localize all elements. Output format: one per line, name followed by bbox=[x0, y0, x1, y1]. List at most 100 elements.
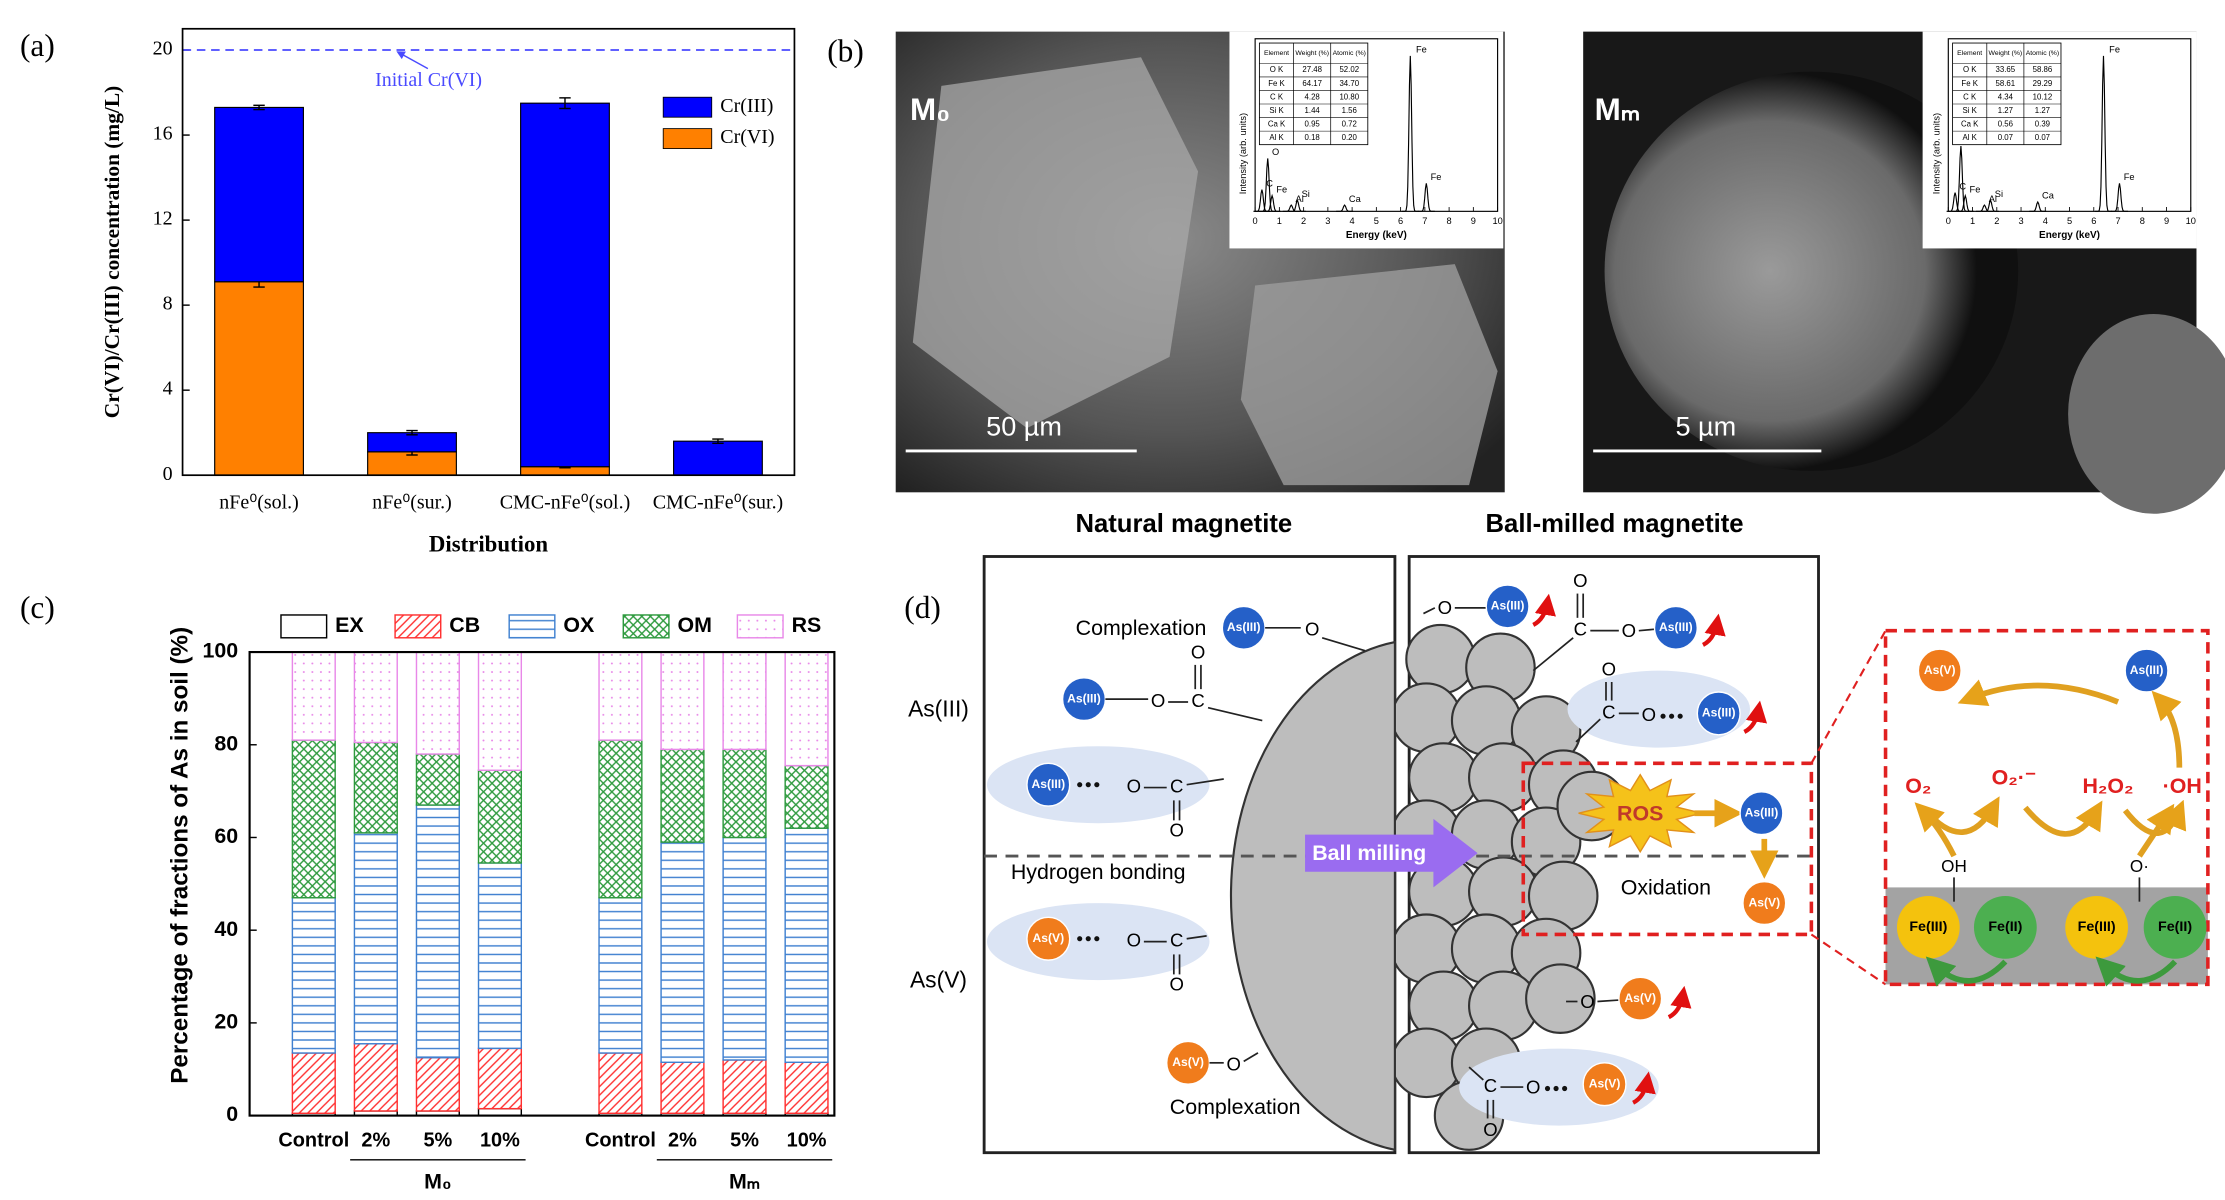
connector bbox=[1810, 933, 1887, 986]
species-text: H₂O₂ bbox=[2083, 774, 2134, 798]
species-bead bbox=[1739, 791, 1784, 836]
species-bead bbox=[1618, 976, 1663, 1021]
diagram-label: Hydrogen bonding bbox=[1011, 860, 1186, 884]
iron-label: Fe(III) bbox=[2078, 919, 2116, 935]
table-cell: 58.86 bbox=[2033, 65, 2053, 74]
legend-label: RS bbox=[792, 613, 822, 637]
bar-segment bbox=[353, 741, 398, 834]
x-tick-label: CMC-nFe⁰(sur.) bbox=[653, 491, 784, 513]
table-cell: 27.48 bbox=[1302, 65, 1322, 74]
species-label: As(III) bbox=[2130, 663, 2164, 677]
hbond-dot bbox=[1562, 1085, 1568, 1092]
bar-segment bbox=[214, 281, 304, 476]
surface-group: OH bbox=[1941, 857, 1967, 876]
diagram-label: Oxidation bbox=[1621, 875, 1711, 899]
x-tick-label: 10% bbox=[787, 1130, 827, 1152]
x-tick-label: 5% bbox=[730, 1130, 759, 1152]
diagram-title: Natural magnetite bbox=[1075, 510, 1292, 538]
x-tick-label: 4 bbox=[2043, 216, 2048, 226]
y-tick-label: 80 bbox=[214, 731, 238, 755]
bar-segment bbox=[520, 102, 610, 468]
x-axis-title: Energy (keV) bbox=[2039, 230, 2100, 241]
legend-label: OX bbox=[563, 613, 595, 637]
peak-label: Si bbox=[1995, 189, 2003, 199]
y-axis-title: Intensity (arb. units) bbox=[1238, 113, 1248, 194]
species-bead bbox=[1653, 605, 1698, 650]
x-tick-label: 10 bbox=[1492, 216, 1502, 226]
hbond-dot bbox=[1094, 936, 1100, 942]
diagram-label: ROS bbox=[1617, 801, 1663, 825]
atom: O bbox=[1642, 704, 1656, 725]
bar-segment bbox=[598, 1052, 643, 1114]
peak-label: O bbox=[1272, 147, 1279, 157]
table-frame bbox=[1952, 42, 2062, 146]
legend-label: OM bbox=[677, 613, 711, 637]
increase-arrow bbox=[1532, 593, 1556, 627]
bar-segment bbox=[477, 651, 523, 771]
peak-label: Si bbox=[1302, 189, 1310, 199]
legend-swatch bbox=[662, 128, 713, 150]
milled-grain bbox=[1390, 682, 1462, 753]
iron-label: Fe(II) bbox=[2158, 919, 2192, 935]
species-label: As(V) bbox=[1924, 663, 1956, 677]
bar-segment bbox=[784, 827, 829, 1064]
table-cell: 52.02 bbox=[1339, 65, 1359, 74]
diagram-title: Ball-milled magnetite bbox=[1486, 510, 1744, 538]
table-cell: 0.56 bbox=[1998, 119, 2014, 128]
peak-label: Fe bbox=[1970, 185, 1981, 195]
bar-segment bbox=[660, 1061, 705, 1114]
peak-label: Fe bbox=[1416, 45, 1427, 55]
table-header: Atomic (%) bbox=[1333, 50, 1366, 57]
atom: C bbox=[1574, 619, 1587, 640]
y-tick-label: 4 bbox=[163, 378, 173, 400]
bond bbox=[1321, 636, 1366, 652]
bar-segment bbox=[722, 836, 767, 1061]
y-tick-label: 16 bbox=[153, 123, 173, 145]
group-label: M₀ bbox=[424, 1169, 451, 1193]
table-cell: C K bbox=[1270, 92, 1284, 101]
table-cell: 0.95 bbox=[1305, 119, 1321, 128]
bar-segment bbox=[598, 739, 643, 899]
reaction-arrow bbox=[2023, 800, 2103, 837]
iron-site bbox=[2143, 895, 2207, 959]
error-bar bbox=[712, 438, 724, 445]
species-text: O₂ bbox=[1905, 774, 1931, 798]
x-axis-title: Energy (keV) bbox=[1346, 230, 1407, 241]
x-tick-label: 0 bbox=[1946, 216, 1951, 226]
reaction-arrow bbox=[2137, 803, 2175, 858]
species-label: As(V) bbox=[1624, 991, 1656, 1005]
scale-label: 5 µm bbox=[1675, 410, 1736, 441]
y-tick-label: 60 bbox=[214, 824, 238, 848]
species-label: As(III) bbox=[1659, 620, 1693, 634]
atom: O bbox=[1438, 597, 1452, 618]
legend-label: Cr(VI) bbox=[720, 126, 774, 148]
legend-swatch bbox=[394, 614, 442, 639]
increase-arrow bbox=[1667, 985, 1692, 1020]
table-cell: 4.34 bbox=[1998, 92, 2014, 101]
plot-frame bbox=[248, 650, 836, 1117]
table-cell: Ca K bbox=[1268, 119, 1286, 128]
legend-label: Cr(III) bbox=[720, 95, 773, 117]
atom: C bbox=[1484, 1075, 1497, 1096]
species-label: As(III) bbox=[1067, 691, 1101, 705]
x-tick-label: 1 bbox=[1970, 216, 1975, 226]
table-cell: Ca K bbox=[1961, 119, 1979, 128]
bar-segment bbox=[660, 841, 705, 1064]
y-tick-label: 8 bbox=[163, 293, 173, 315]
x-tick-label: 3 bbox=[1325, 216, 1330, 226]
species-bead bbox=[2124, 648, 2169, 693]
table-cell: Al K bbox=[1269, 133, 1284, 142]
y-tick-label: 40 bbox=[214, 917, 238, 941]
species-text: ·OH bbox=[2163, 774, 2202, 798]
increase-arrow bbox=[1632, 1071, 1656, 1105]
peak-label: Al bbox=[1296, 194, 1304, 204]
iron-label: Fe(II) bbox=[1988, 919, 2022, 935]
y-tick-label: 20 bbox=[153, 38, 173, 60]
chart: 0 4 8 12 16 20 nFe⁰(sol.) nFe⁰(sur.) CMC-nFe⁰(so… bbox=[100, 27, 796, 557]
table-header: Weight (%) bbox=[1989, 50, 2023, 57]
table-cell: Si K bbox=[1963, 106, 1978, 115]
bar-segment bbox=[784, 1061, 829, 1114]
